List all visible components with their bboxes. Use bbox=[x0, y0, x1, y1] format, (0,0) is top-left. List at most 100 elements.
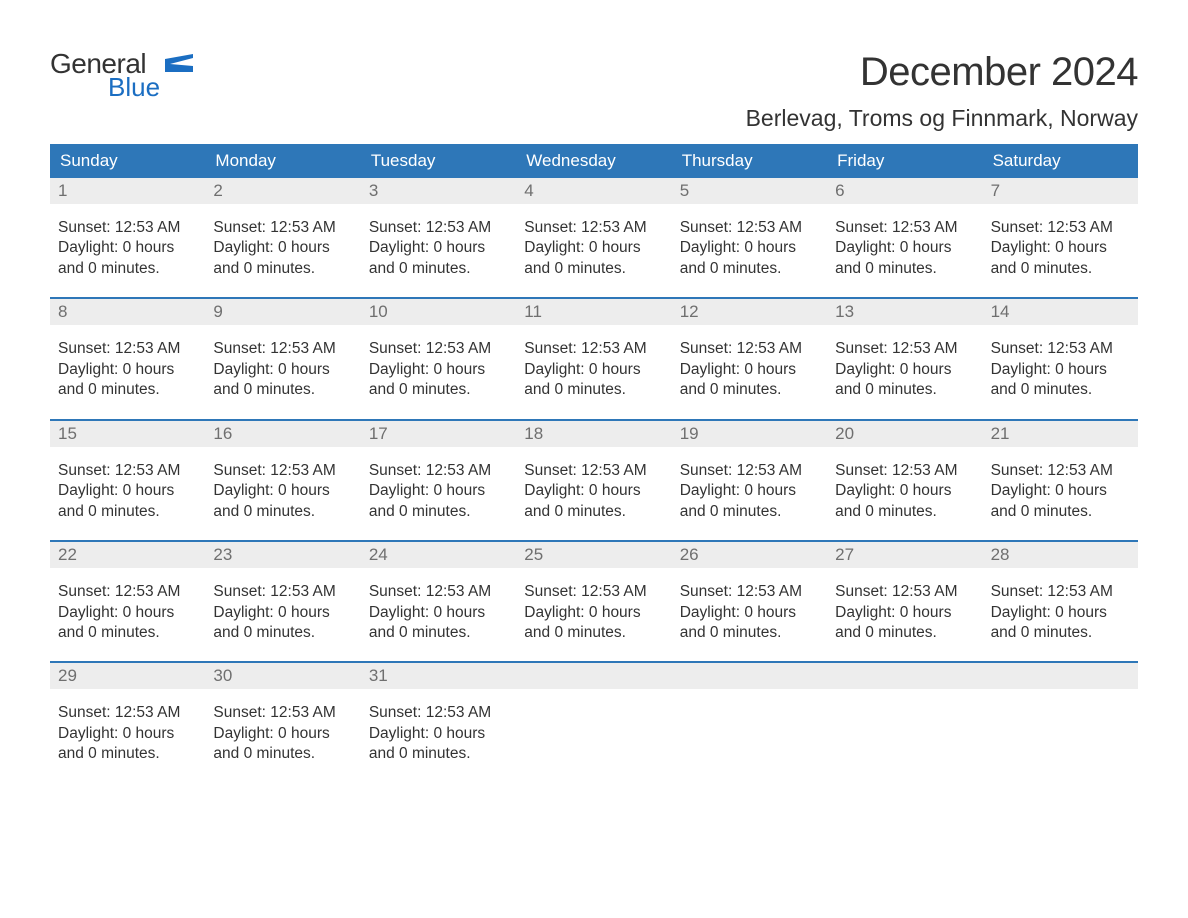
day-details: Sunset: 12:53 AMDaylight: 0 hoursand 0 m… bbox=[827, 204, 982, 279]
daylight-text: and 0 minutes. bbox=[213, 259, 352, 279]
day-details: Sunset: 12:53 AMDaylight: 0 hoursand 0 m… bbox=[361, 568, 516, 643]
flag-icon bbox=[165, 54, 193, 79]
weekday-header: Wednesday bbox=[516, 144, 671, 178]
daylight-text: Daylight: 0 hours bbox=[991, 481, 1130, 501]
weekday-header: Saturday bbox=[983, 144, 1138, 178]
day-details: Sunset: 12:53 AMDaylight: 0 hoursand 0 m… bbox=[50, 689, 205, 764]
daylight-text: and 0 minutes. bbox=[213, 623, 352, 643]
sunset-text: Sunset: 12:53 AM bbox=[369, 339, 508, 359]
daylight-text: Daylight: 0 hours bbox=[369, 481, 508, 501]
sunset-text: Sunset: 12:53 AM bbox=[58, 582, 197, 602]
sunset-text: Sunset: 12:53 AM bbox=[835, 582, 974, 602]
day-cell bbox=[827, 663, 982, 782]
daylight-text: Daylight: 0 hours bbox=[524, 238, 663, 258]
day-details: Sunset: 12:53 AMDaylight: 0 hoursand 0 m… bbox=[672, 204, 827, 279]
daylight-text: Daylight: 0 hours bbox=[58, 724, 197, 744]
day-cell: 21Sunset: 12:53 AMDaylight: 0 hoursand 0… bbox=[983, 421, 1138, 540]
daylight-text: and 0 minutes. bbox=[58, 259, 197, 279]
day-number: 22 bbox=[50, 542, 205, 568]
sunset-text: Sunset: 12:53 AM bbox=[213, 218, 352, 238]
day-number: 20 bbox=[827, 421, 982, 447]
daylight-text: and 0 minutes. bbox=[524, 502, 663, 522]
sunset-text: Sunset: 12:53 AM bbox=[369, 218, 508, 238]
day-number bbox=[672, 663, 827, 689]
weekday-header: Friday bbox=[827, 144, 982, 178]
day-details: Sunset: 12:53 AMDaylight: 0 hoursand 0 m… bbox=[516, 204, 671, 279]
day-number: 15 bbox=[50, 421, 205, 447]
day-number: 2 bbox=[205, 178, 360, 204]
day-cell: 5Sunset: 12:53 AMDaylight: 0 hoursand 0 … bbox=[672, 178, 827, 297]
sunset-text: Sunset: 12:53 AM bbox=[213, 339, 352, 359]
sunset-text: Sunset: 12:53 AM bbox=[991, 339, 1130, 359]
day-number: 3 bbox=[361, 178, 516, 204]
daylight-text: and 0 minutes. bbox=[835, 259, 974, 279]
daylight-text: Daylight: 0 hours bbox=[835, 603, 974, 623]
sunset-text: Sunset: 12:53 AM bbox=[524, 339, 663, 359]
daylight-text: Daylight: 0 hours bbox=[680, 360, 819, 380]
day-cell: 11Sunset: 12:53 AMDaylight: 0 hoursand 0… bbox=[516, 299, 671, 418]
day-number: 5 bbox=[672, 178, 827, 204]
weekday-header: Monday bbox=[205, 144, 360, 178]
day-cell: 16Sunset: 12:53 AMDaylight: 0 hoursand 0… bbox=[205, 421, 360, 540]
day-number: 28 bbox=[983, 542, 1138, 568]
day-cell: 8Sunset: 12:53 AMDaylight: 0 hoursand 0 … bbox=[50, 299, 205, 418]
day-cell: 30Sunset: 12:53 AMDaylight: 0 hoursand 0… bbox=[205, 663, 360, 782]
day-cell: 7Sunset: 12:53 AMDaylight: 0 hoursand 0 … bbox=[983, 178, 1138, 297]
day-number: 31 bbox=[361, 663, 516, 689]
sunset-text: Sunset: 12:53 AM bbox=[680, 218, 819, 238]
sunset-text: Sunset: 12:53 AM bbox=[213, 582, 352, 602]
sunset-text: Sunset: 12:53 AM bbox=[58, 461, 197, 481]
location: Berlevag, Troms og Finnmark, Norway bbox=[746, 105, 1138, 132]
daylight-text: Daylight: 0 hours bbox=[369, 603, 508, 623]
day-cell: 23Sunset: 12:53 AMDaylight: 0 hoursand 0… bbox=[205, 542, 360, 661]
day-details: Sunset: 12:53 AMDaylight: 0 hoursand 0 m… bbox=[361, 689, 516, 764]
daylight-text: Daylight: 0 hours bbox=[58, 238, 197, 258]
day-cell: 3Sunset: 12:53 AMDaylight: 0 hoursand 0 … bbox=[361, 178, 516, 297]
sunset-text: Sunset: 12:53 AM bbox=[369, 703, 508, 723]
day-cell: 27Sunset: 12:53 AMDaylight: 0 hoursand 0… bbox=[827, 542, 982, 661]
sunset-text: Sunset: 12:53 AM bbox=[524, 461, 663, 481]
sunset-text: Sunset: 12:53 AM bbox=[58, 703, 197, 723]
day-number: 14 bbox=[983, 299, 1138, 325]
sunset-text: Sunset: 12:53 AM bbox=[680, 461, 819, 481]
daylight-text: and 0 minutes. bbox=[680, 259, 819, 279]
day-cell: 14Sunset: 12:53 AMDaylight: 0 hoursand 0… bbox=[983, 299, 1138, 418]
title-block: December 2024 Berlevag, Troms og Finnmar… bbox=[746, 50, 1138, 132]
sunset-text: Sunset: 12:53 AM bbox=[213, 703, 352, 723]
daylight-text: Daylight: 0 hours bbox=[369, 360, 508, 380]
day-details: Sunset: 12:53 AMDaylight: 0 hoursand 0 m… bbox=[50, 325, 205, 400]
daylight-text: Daylight: 0 hours bbox=[835, 238, 974, 258]
day-number bbox=[516, 663, 671, 689]
daylight-text: and 0 minutes. bbox=[369, 259, 508, 279]
daylight-text: and 0 minutes. bbox=[524, 380, 663, 400]
day-number: 17 bbox=[361, 421, 516, 447]
daylight-text: and 0 minutes. bbox=[369, 744, 508, 764]
daylight-text: Daylight: 0 hours bbox=[213, 360, 352, 380]
day-details: Sunset: 12:53 AMDaylight: 0 hoursand 0 m… bbox=[50, 204, 205, 279]
daylight-text: and 0 minutes. bbox=[213, 380, 352, 400]
day-cell: 13Sunset: 12:53 AMDaylight: 0 hoursand 0… bbox=[827, 299, 982, 418]
day-cell: 17Sunset: 12:53 AMDaylight: 0 hoursand 0… bbox=[361, 421, 516, 540]
day-details: Sunset: 12:53 AMDaylight: 0 hoursand 0 m… bbox=[983, 447, 1138, 522]
day-details: Sunset: 12:53 AMDaylight: 0 hoursand 0 m… bbox=[516, 447, 671, 522]
day-cell: 31Sunset: 12:53 AMDaylight: 0 hoursand 0… bbox=[361, 663, 516, 782]
day-number: 9 bbox=[205, 299, 360, 325]
daylight-text: Daylight: 0 hours bbox=[524, 603, 663, 623]
logo-text-blue: Blue bbox=[108, 74, 160, 100]
day-cell bbox=[672, 663, 827, 782]
sunset-text: Sunset: 12:53 AM bbox=[524, 582, 663, 602]
daylight-text: and 0 minutes. bbox=[58, 502, 197, 522]
month-title: December 2024 bbox=[746, 50, 1138, 95]
daylight-text: Daylight: 0 hours bbox=[835, 360, 974, 380]
sunset-text: Sunset: 12:53 AM bbox=[680, 339, 819, 359]
day-number: 4 bbox=[516, 178, 671, 204]
day-number: 8 bbox=[50, 299, 205, 325]
daylight-text: Daylight: 0 hours bbox=[680, 481, 819, 501]
day-number: 26 bbox=[672, 542, 827, 568]
day-details: Sunset: 12:53 AMDaylight: 0 hoursand 0 m… bbox=[205, 568, 360, 643]
daylight-text: Daylight: 0 hours bbox=[991, 360, 1130, 380]
daylight-text: and 0 minutes. bbox=[369, 380, 508, 400]
day-details: Sunset: 12:53 AMDaylight: 0 hoursand 0 m… bbox=[672, 568, 827, 643]
daylight-text: Daylight: 0 hours bbox=[58, 603, 197, 623]
sunset-text: Sunset: 12:53 AM bbox=[991, 582, 1130, 602]
